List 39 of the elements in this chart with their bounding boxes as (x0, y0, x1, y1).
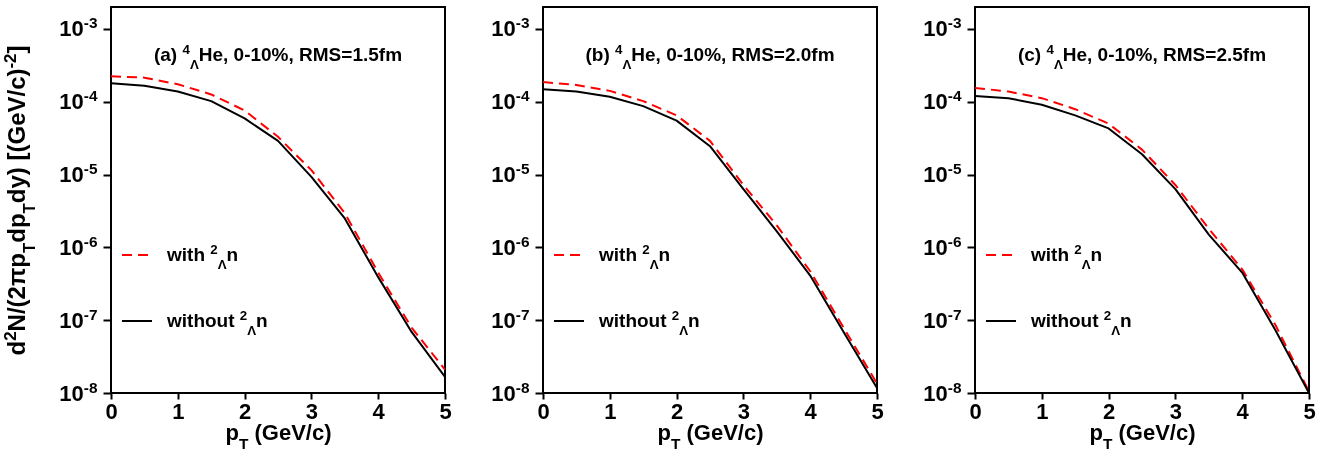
y-tick-label: 10$^{-6}$ (491, 232, 530, 260)
x-tick-label: 0 (537, 398, 550, 424)
x-tick-label: 5 (1303, 398, 1316, 424)
legend-label: with $^{2}$$_{Λ}$n (1030, 241, 1103, 272)
y-tick-label: 10$^{-5}$ (59, 159, 98, 188)
x-tick-label: 1 (604, 398, 617, 424)
text: (b) $^{4}$$_{Λ}$He, 0-10%, RMS=2.0fm (585, 41, 835, 72)
y-tick-label: 10$^{-3}$ (491, 13, 530, 42)
y-tick-label: 10$^{-6}$ (923, 232, 962, 260)
y-tick-label: 10$^{-8}$ (59, 378, 98, 406)
legend-label: without $^{2}$$_{Λ}$n (598, 307, 700, 338)
legend-label: with $^{2}$$_{Λ}$n (598, 241, 671, 272)
x-tick-label: 4 (804, 398, 818, 424)
text: (c) $^{4}$$_{Λ}$He, 0-10%, RMS=2.5fm (1017, 41, 1267, 72)
y-tick-label: 10$^{-4}$ (923, 86, 962, 115)
y-tick-label: 10$^{-8}$ (923, 378, 962, 406)
y-tick-label: 10$^{-8}$ (491, 378, 530, 406)
y-tick-label: 10$^{-5}$ (923, 159, 962, 188)
y-tick-label: 10$^{-4}$ (491, 86, 530, 115)
y-tick-label: 10$^{-6}$ (59, 232, 98, 260)
y-tick-label: 10$^{-7}$ (491, 305, 530, 333)
x-tick-label: 1 (172, 398, 185, 424)
legend-label: with $^{2}$$_{Λ}$n (166, 241, 239, 272)
y-tick-label: 10$^{-7}$ (923, 305, 962, 333)
legend-label: without $^{2}$$_{Λ}$n (166, 307, 268, 338)
x-tick-label: 1 (1036, 398, 1049, 424)
x-tick-label: 0 (969, 398, 982, 424)
y-tick-label: 10$^{-3}$ (59, 13, 98, 42)
y-tick-label: 10$^{-3}$ (923, 13, 962, 42)
y-tick-label: 10$^{-7}$ (59, 305, 98, 333)
x-tick-label: 4 (372, 398, 386, 424)
x-tick-label: 0 (105, 398, 118, 424)
y-tick-label: 10$^{-4}$ (59, 86, 98, 115)
legend-label: without $^{2}$$_{Λ}$n (1030, 307, 1132, 338)
text: (a) $^{4}$$_{Λ}$He, 0-10%, RMS=1.5fm (153, 41, 403, 72)
x-tick-label: 5 (439, 398, 452, 424)
x-tick-label: 5 (871, 398, 884, 424)
y-tick-label: 10$^{-5}$ (491, 159, 530, 188)
x-tick-label: 4 (1236, 398, 1250, 424)
